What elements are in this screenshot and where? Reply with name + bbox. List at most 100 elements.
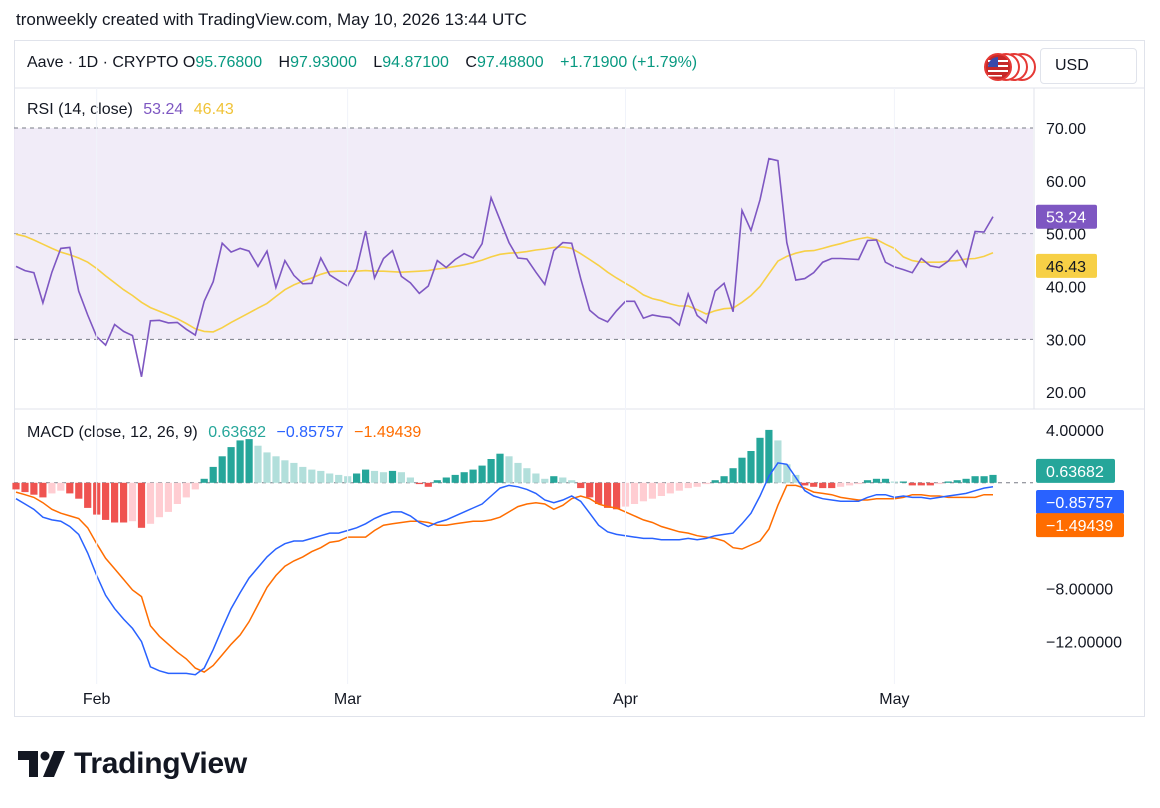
- macd-histogram-bar: [335, 474, 343, 483]
- signal-legend-value: −1.49439: [354, 424, 422, 441]
- rsi-tick-label: 30.00: [1046, 332, 1086, 349]
- macd-histogram-bar: [451, 474, 459, 483]
- hist-last-tag-label: 0.63682: [1046, 464, 1104, 481]
- macd-histogram-bar: [971, 476, 979, 483]
- macd-histogram-bar: [657, 482, 665, 496]
- currency-button[interactable]: USD: [1040, 48, 1137, 84]
- macd-histogram-bar: [550, 476, 558, 483]
- chart-header: tronweekly created with TradingView.com,…: [16, 10, 527, 29]
- macd-histogram-bar: [729, 468, 737, 483]
- macd-histogram-bar: [353, 473, 361, 483]
- macd-histogram-bar: [406, 477, 414, 483]
- macd-histogram-bar: [595, 482, 603, 504]
- macd-histogram-bar: [801, 482, 809, 486]
- macd-histogram-bar: [308, 469, 316, 483]
- macd-histogram-bar: [675, 482, 683, 491]
- macd-histogram-bar: [30, 482, 38, 495]
- hist-last-tag: [1036, 458, 1115, 483]
- macd-histogram-bar: [828, 482, 836, 489]
- macd-histogram-bar: [227, 447, 235, 483]
- macd-histogram-bar: [738, 457, 746, 483]
- macd-histogram-bar: [711, 480, 719, 483]
- macd-histogram-bar: [397, 472, 405, 483]
- macd-histogram-bar: [182, 482, 190, 498]
- open-value: 95.76800: [195, 54, 263, 71]
- macd-histogram-bar: [379, 472, 388, 483]
- macd-histogram-bar: [908, 482, 916, 486]
- macd-histogram-bar: [747, 451, 755, 483]
- rsi-ma-legend-value: 46.43: [193, 101, 234, 118]
- macd-histogram-bar: [66, 482, 74, 494]
- time-tick-label: May: [879, 691, 909, 708]
- rsi-tick-label: 50.00: [1046, 227, 1086, 244]
- macd-histogram-bar: [541, 478, 549, 483]
- macd-legend-label: MACD (close, 12, 26, 9): [27, 424, 198, 441]
- macd-histogram-bar: [218, 456, 226, 483]
- macd-histogram-bar: [792, 474, 800, 483]
- macd-last-tag-label: −0.85757: [1046, 495, 1113, 512]
- macd-histogram-bar: [84, 482, 92, 508]
- macd-histogram-bar: [872, 478, 881, 483]
- rsi-ma-last-tag: [1036, 253, 1097, 278]
- high-value: 97.93000: [290, 54, 357, 71]
- rsi-legend[interactable]: RSI (14, close) 53.24 46.43: [27, 101, 234, 119]
- macd-histogram-bar: [577, 482, 585, 489]
- macd-histogram-bar: [630, 482, 639, 504]
- macd-histogram-bar: [523, 468, 531, 483]
- macd-legend[interactable]: MACD (close, 12, 26, 9) 0.63682 −0.85757…: [27, 424, 421, 442]
- macd-histogram-bar: [514, 462, 522, 483]
- macd-histogram-bar: [917, 482, 925, 486]
- rsi-tick-label: 20.00: [1046, 385, 1086, 402]
- macd-histogram-bar: [720, 476, 728, 483]
- signal-last-tag: [1036, 513, 1124, 538]
- tradingview-logo: TradingView: [18, 747, 247, 780]
- macd-histogram-bar: [478, 465, 486, 483]
- macd-histogram-bar: [326, 473, 334, 483]
- macd-histogram-bar: [505, 456, 513, 483]
- rsi-last-tag-label: 53.24: [1046, 210, 1086, 227]
- time-axis: Feb Mar Apr May: [83, 88, 910, 708]
- macd-histogram-bar: [299, 466, 307, 483]
- tradingview-logo-icon: [18, 751, 65, 777]
- macd-histogram-bar: [191, 482, 199, 490]
- chart-frame: [14, 40, 1145, 717]
- macd-histogram-bar: [146, 482, 155, 524]
- symbol-legend[interactable]: Aave · 1D · CRYPTO O95.76800 H97.93000 L…: [27, 54, 709, 72]
- macd-histogram-bar: [209, 466, 217, 483]
- currency-flags-icon[interactable]: [978, 51, 1038, 83]
- macd-last-tag: [1036, 489, 1124, 514]
- close-label: C: [465, 54, 477, 71]
- rsi-tick-label: 70.00: [1046, 121, 1086, 138]
- price-axis: 70.00 60.00 50.00 40.00 30.00 20.00 4.00000 −8.…: [14, 87, 1144, 652]
- macd-histogram-bar: [39, 482, 47, 498]
- macd-histogram-bar: [57, 482, 65, 491]
- time-tick-label: Mar: [334, 691, 362, 708]
- macd-histogram-bar: [272, 456, 280, 483]
- open-label: O: [182, 54, 196, 71]
- macd-histogram-bar: [415, 482, 423, 485]
- macd-histogram-bar: [460, 472, 468, 483]
- macd-histogram-bar: [200, 478, 208, 483]
- macd-histogram-bar: [532, 473, 540, 483]
- macd-histogram-bar: [21, 482, 29, 493]
- rsi-tick-label: 60.00: [1046, 174, 1086, 191]
- macd-histogram-bar: [935, 482, 943, 485]
- macd-histogram-bar: [980, 476, 988, 483]
- macd-histogram-bar: [783, 464, 791, 483]
- macd-histogram-bar: [648, 482, 656, 499]
- macd-histogram-bar: [944, 481, 952, 483]
- macd-histogram-bar: [765, 429, 773, 483]
- time-tick-label: Apr: [613, 691, 639, 708]
- macd-histogram-bar: [137, 482, 146, 528]
- macd-histogram-bar: [684, 482, 692, 489]
- rsi-tick-label: 40.00: [1046, 279, 1086, 296]
- macd-histogram-bar: [693, 482, 701, 487]
- macd-histogram-bar: [281, 460, 289, 483]
- macd-histogram-bar: [989, 474, 997, 483]
- rsi-last-tag: [1036, 204, 1097, 229]
- hist-legend-value: 0.63682: [208, 424, 267, 441]
- macd-histogram-bar: [128, 482, 137, 522]
- macd-histogram-bar: [173, 482, 181, 504]
- macd-histogram-bar: [254, 445, 262, 483]
